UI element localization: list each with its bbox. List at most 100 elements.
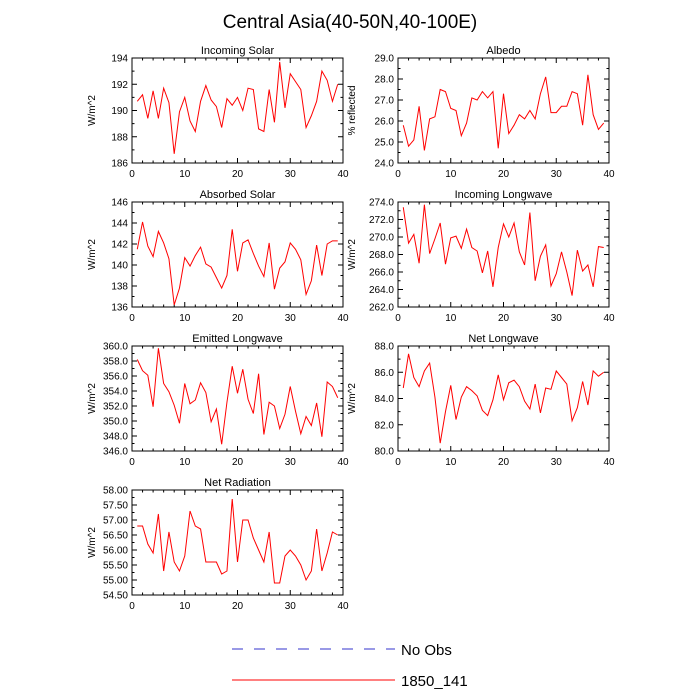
panel-title-incoming-longwave: Incoming Longwave [455,189,553,201]
panel-incoming-longwave: Incoming Longwave W/m^2 0 10 20 30 40 262.0 264.… [347,189,615,324]
y-tick-label-absorbed-solar: 136 [111,303,128,314]
x-tick-label-net-radiation: 30 [285,601,297,612]
y-tick-label-incoming-solar: 192 [111,80,128,91]
y-tick-label-emitted-longwave: 360.0 [103,342,128,353]
x-tick-label-albedo: 0 [395,169,401,180]
y-tick-label-incoming-longwave: 274.0 [369,198,394,209]
x-tick-label-albedo: 40 [603,169,615,180]
panel-albedo: Albedo % reflected 0 10 20 30 40 24.0 25.0 26.0 27… [347,45,615,180]
x-tick-label-incoming-longwave: 0 [395,313,401,324]
x-tick-label-net-longwave: 40 [603,457,615,468]
x-tick-label-net-longwave: 30 [551,457,563,468]
y-tick-label-net-radiation: 56.50 [103,531,128,542]
x-tick-label-net-radiation: 0 [129,601,135,612]
y-tick-label-albedo: 25.0 [375,138,395,149]
y-tick-label-emitted-longwave: 346.0 [103,447,128,458]
x-tick-label-absorbed-solar: 0 [129,313,135,324]
y-axis-label-incoming-longwave: W/m^2 [347,239,358,270]
series-line-emitted-longwave-1850-141 [136,348,339,445]
x-tick-label-absorbed-solar: 20 [232,313,244,324]
y-tick-label-incoming-solar: 188 [111,132,128,143]
y-tick-label-emitted-longwave: 352.0 [103,402,128,413]
y-tick-label-albedo: 28.0 [375,75,395,86]
x-tick-label-incoming-longwave: 20 [498,313,510,324]
y-axis-label-absorbed-solar: W/m^2 [87,239,98,270]
y-tick-label-emitted-longwave: 356.0 [103,372,128,383]
y-tick-label-net-radiation: 55.50 [103,561,128,572]
y-tick-label-incoming-longwave: 270.0 [369,233,394,244]
legend-label-no-obs: No Obs [401,642,452,659]
x-tick-label-incoming-solar: 10 [179,169,191,180]
plot-frame-incoming-solar [131,57,344,164]
plot-frame-net-radiation [131,489,344,596]
y-tick-label-incoming-solar: 190 [111,106,128,117]
y-tick-label-incoming-longwave: 262.0 [369,303,394,314]
x-tick-label-emitted-longwave: 0 [129,457,135,468]
x-tick-label-incoming-longwave: 30 [551,313,563,324]
y-tick-label-emitted-longwave: 348.0 [103,432,128,443]
y-axis-label-albedo: % reflected [347,85,358,135]
panel-title-absorbed-solar: Absorbed Solar [200,189,276,201]
x-tick-label-net-longwave: 0 [395,457,401,468]
x-tick-label-incoming-solar: 40 [337,169,349,180]
panel-net-radiation: Net Radiation W/m^2 0 10 20 30 40 54.50 55.00 55.… [87,477,349,612]
series-line-incoming-longwave-1850-141 [402,204,604,296]
x-tick-label-incoming-solar: 30 [285,169,297,180]
x-tick-label-absorbed-solar: 40 [337,313,349,324]
panel-absorbed-solar: Absorbed Solar W/m^2 0 10 20 30 40 136 138 140 142… [87,189,349,324]
x-tick-label-absorbed-solar: 10 [179,313,191,324]
y-tick-label-net-longwave: 82.0 [375,420,395,431]
y-tick-label-albedo: 24.0 [375,159,395,170]
panel-title-net-longwave: Net Longwave [468,333,538,345]
series-line-net-radiation-1850-141 [137,498,338,584]
y-tick-label-net-longwave: 88.0 [375,342,395,353]
y-tick-label-incoming-solar: 186 [111,159,128,170]
figure-title: Central Asia(40-50N,40-100E) [223,12,478,33]
y-tick-label-emitted-longwave: 354.0 [103,387,128,398]
y-tick-label-net-radiation: 55.00 [103,576,128,587]
series-line-albedo-1850-141 [402,74,605,151]
y-tick-label-absorbed-solar: 140 [111,261,128,272]
panel-title-albedo: Albedo [486,45,520,57]
x-tick-label-emitted-longwave: 10 [179,457,191,468]
series-line-incoming-solar-1850-141 [136,61,339,154]
y-tick-label-absorbed-solar: 146 [111,198,128,209]
y-axis-label-incoming-solar: W/m^2 [87,95,98,126]
y-tick-label-net-longwave: 80.0 [375,447,395,458]
y-tick-label-incoming-longwave: 272.0 [369,215,394,226]
x-tick-label-incoming-solar: 0 [129,169,135,180]
y-tick-label-net-longwave: 84.0 [375,394,395,405]
y-tick-label-emitted-longwave: 350.0 [103,417,128,428]
x-tick-label-albedo: 10 [445,169,457,180]
x-tick-label-net-radiation: 10 [179,601,191,612]
y-tick-label-net-radiation: 54.50 [103,591,128,602]
x-tick-label-absorbed-solar: 30 [285,313,297,324]
x-tick-label-incoming-longwave: 10 [445,313,457,324]
x-tick-label-net-radiation: 20 [232,601,244,612]
legend: No Obs 1850_141 [232,642,468,690]
x-tick-label-emitted-longwave: 30 [285,457,297,468]
x-tick-label-net-radiation: 40 [337,601,349,612]
plot-frame-emitted-longwave [131,345,344,452]
x-tick-label-net-longwave: 10 [445,457,457,468]
y-tick-label-albedo: 26.0 [375,117,395,128]
x-tick-label-albedo: 20 [498,169,510,180]
series-line-net-longwave-1850-141 [402,353,605,444]
panel-title-emitted-longwave: Emitted Longwave [192,333,283,345]
y-tick-label-net-radiation: 57.00 [103,516,128,527]
y-tick-label-albedo: 29.0 [375,54,395,65]
y-tick-label-incoming-longwave: 268.0 [369,250,394,261]
panels-group: Incoming Solar W/m^2 0 10 20 30 40 186 188 190 192… [87,45,615,612]
y-axis-label-net-longwave: W/m^2 [347,383,358,414]
y-tick-label-incoming-longwave: 266.0 [369,268,394,279]
panel-incoming-solar: Incoming Solar W/m^2 0 10 20 30 40 186 188 190 192… [87,45,349,180]
y-axis-label-net-radiation: W/m^2 [87,527,98,558]
panel-title-net-radiation: Net Radiation [204,477,271,489]
x-tick-label-albedo: 30 [551,169,563,180]
legend-label-1850-141: 1850_141 [401,673,468,690]
y-tick-label-net-radiation: 56.00 [103,546,128,557]
y-tick-label-absorbed-solar: 144 [111,219,128,230]
plot-frame-incoming-longwave [397,201,610,308]
y-tick-label-absorbed-solar: 138 [111,282,128,293]
